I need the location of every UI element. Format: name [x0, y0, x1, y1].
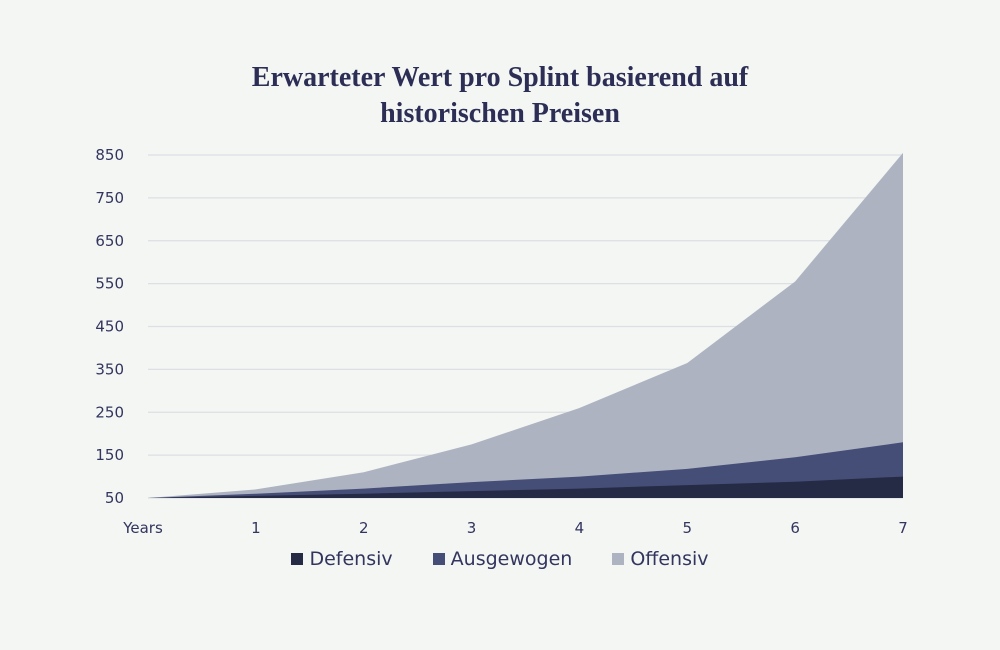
y-tick-label-4: 450	[95, 318, 124, 336]
legend-label-ausgewogen: Ausgewogen	[450, 548, 573, 570]
y-tick-label-6: 250	[95, 403, 124, 421]
x-tick-label-6: 6	[790, 519, 800, 537]
x-tick-label-5: 5	[683, 519, 693, 537]
legend-item-ausgewogen: Ausgewogen	[432, 548, 573, 570]
y-tick-label-5: 350	[95, 360, 124, 378]
legend-swatch-offensiv	[612, 553, 625, 565]
x-tick-label-7: 7	[898, 519, 908, 537]
legend-item-offensiv: Offensiv	[612, 548, 709, 570]
area-offensiv	[148, 152, 903, 498]
area-series	[148, 152, 903, 498]
chart-title: Erwarteter Wert pro Splint basierend auf…	[100, 60, 900, 132]
legend-swatch-defensiv	[291, 553, 304, 565]
x-axis-ticks: Years 1 2 3 4 5 6 7	[122, 519, 908, 537]
x-tick-label-1: 1	[251, 519, 261, 537]
area-ausgewogen	[148, 442, 903, 498]
legend-label-defensiv: Defensiv	[309, 548, 393, 570]
x-tick-label-4: 4	[575, 519, 585, 537]
x-tick-label-2: 2	[359, 519, 369, 537]
legend-label-offensiv: Offensiv	[630, 548, 709, 570]
x-tick-label-0: Years	[122, 519, 163, 537]
x-tick-label-3: 3	[467, 519, 477, 537]
legend-swatch-ausgewogen	[432, 553, 445, 565]
chart-title-line-1: Erwarteter Wert pro Splint basierend auf	[251, 62, 749, 93]
chart-title-line-2: historischen Preisen	[380, 98, 620, 129]
y-tick-label-2: 650	[95, 232, 124, 250]
legend-item-defensiv: Defensiv	[291, 548, 393, 570]
area-defensiv	[148, 476, 903, 498]
y-tick-label-1: 750	[95, 189, 124, 207]
chart-legend: Defensiv Ausgewogen Offensiv	[0, 548, 1000, 570]
y-tick-label-7: 150	[95, 446, 124, 464]
y-tick-label-0: 850	[95, 146, 124, 164]
y-tick-label-3: 550	[95, 275, 124, 293]
y-axis-ticks: 850 750 650 550 450 350 250 150 50	[95, 146, 124, 507]
y-tick-label-8: 50	[105, 489, 124, 507]
